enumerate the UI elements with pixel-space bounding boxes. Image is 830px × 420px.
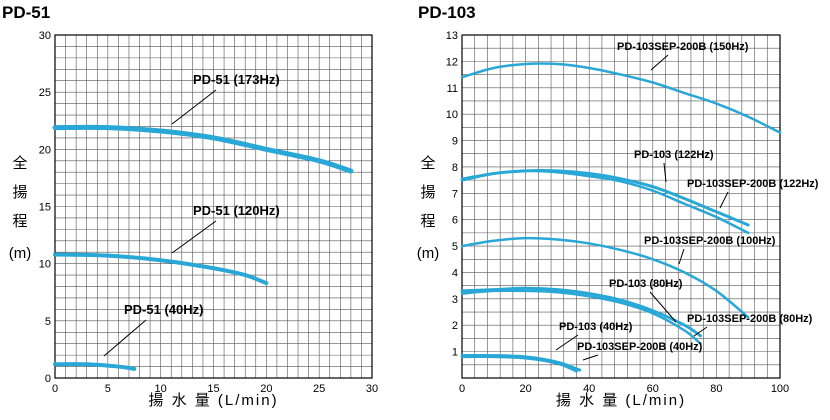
y-tick-label: 5 (452, 241, 458, 253)
label-leader-line (555, 334, 579, 351)
x-tick-label: 100 (771, 383, 789, 395)
x-tick-label: 0 (52, 383, 58, 395)
series-label: PD-51 (40Hz) (124, 302, 203, 317)
series-line (460, 286, 702, 338)
label-leader-line (171, 220, 217, 254)
plot-frame (54, 34, 373, 379)
y-tick-label: 20 (39, 144, 51, 156)
y-tick-label: 6 (452, 215, 458, 227)
y-axis-label-char: (m) (9, 245, 32, 262)
x-tick-label: 25 (313, 383, 325, 395)
series-line (460, 62, 782, 134)
series-line (53, 252, 269, 286)
label-leader-line (649, 291, 677, 323)
series-label: PD-103 (40Hz) (559, 321, 633, 333)
x-tick-label: 60 (647, 383, 659, 395)
series-line (460, 289, 702, 345)
label-leader-line (171, 89, 217, 125)
y-tick-label: 30 (39, 30, 51, 42)
y-tick-label: 10 (446, 109, 458, 121)
y-tick-label: 11 (447, 83, 458, 95)
y-tick-label: 3 (452, 294, 458, 306)
x-axis-label: 揚 水 量 (L/min) (148, 392, 278, 409)
y-tick-label: 9 (452, 136, 458, 148)
y-tick-label: 15 (39, 202, 51, 214)
y-axis-label-char: 揚 (420, 184, 435, 201)
x-tick-label: 0 (459, 383, 465, 395)
y-tick-label: 7 (452, 188, 458, 200)
x-tick-label: 10 (155, 383, 167, 395)
x-tick-label: 20 (260, 383, 272, 395)
y-tick-label: 1 (452, 347, 458, 359)
series-line (460, 236, 750, 319)
y-axis-label-char: (m) (417, 245, 440, 262)
label-leader-line (693, 326, 708, 337)
y-axis-label-char: 程 (12, 213, 27, 230)
x-axis-label: 揚 水 量 (L/min) (556, 392, 686, 409)
y-axis-label-char: 揚 (12, 184, 27, 201)
label-leader-line (678, 248, 685, 265)
series-line (53, 362, 137, 371)
x-tick-label: 5 (105, 383, 111, 395)
y-tick-label: 2 (452, 320, 458, 332)
series-label: PD-51 (120Hz) (193, 203, 280, 218)
series-label: PD-103SEP-200B (100Hz) (644, 235, 776, 247)
chart-title: PD-51 (2, 3, 50, 22)
x-tick-label: 80 (710, 383, 722, 395)
x-tick-label: 20 (519, 383, 531, 395)
series-label: PD-103SEP-200B (150Hz) (617, 41, 749, 53)
series-line (460, 355, 578, 373)
x-tick-label: 30 (366, 383, 378, 395)
series-label: PD-103SEP-200B (122Hz) (687, 178, 819, 190)
y-tick-label: 12 (446, 56, 458, 68)
label-leader-line (103, 319, 147, 357)
y-tick-label: 25 (39, 87, 51, 99)
y-tick-label: 10 (39, 259, 51, 271)
y-axis-label-char: 全 (12, 154, 27, 172)
y-tick-label: 4 (452, 267, 458, 279)
x-tick-label: 15 (207, 383, 219, 395)
chart-pd51: PD-51 0 5 10 15 20 25 30 5 10 15 20 25 30 0 全揚程 (m) 揚 … (2, 3, 378, 409)
series-label: PD-103 (80Hz) (609, 278, 683, 290)
y-axis-label-char: 程 (420, 213, 435, 230)
series-label: PD-103SEP-200B (40Hz) (577, 341, 703, 353)
y-tick-label: 8 (452, 162, 458, 174)
label-leader-line (650, 54, 669, 71)
series-label: PD-103 (122Hz) (634, 149, 714, 161)
y-tick-label: 13 (446, 30, 458, 42)
x-tick-label: 40 (583, 383, 595, 395)
series-label: PD-51 (173Hz) (193, 72, 280, 87)
y-axis-label-char: 全 (420, 154, 435, 172)
y-tick-label: 0 (45, 373, 51, 385)
chart-title: PD-103 (418, 3, 476, 22)
plot-frame (461, 34, 781, 379)
series-line (460, 169, 750, 235)
y-tick-label: 5 (45, 316, 51, 328)
series-line (460, 353, 582, 372)
label-leader-line (582, 354, 599, 361)
series-label: PD-103SEP-200B (80Hz) (687, 313, 813, 325)
label-leader-line (663, 162, 667, 183)
series-line (52, 124, 354, 174)
label-leader-line (719, 191, 729, 209)
